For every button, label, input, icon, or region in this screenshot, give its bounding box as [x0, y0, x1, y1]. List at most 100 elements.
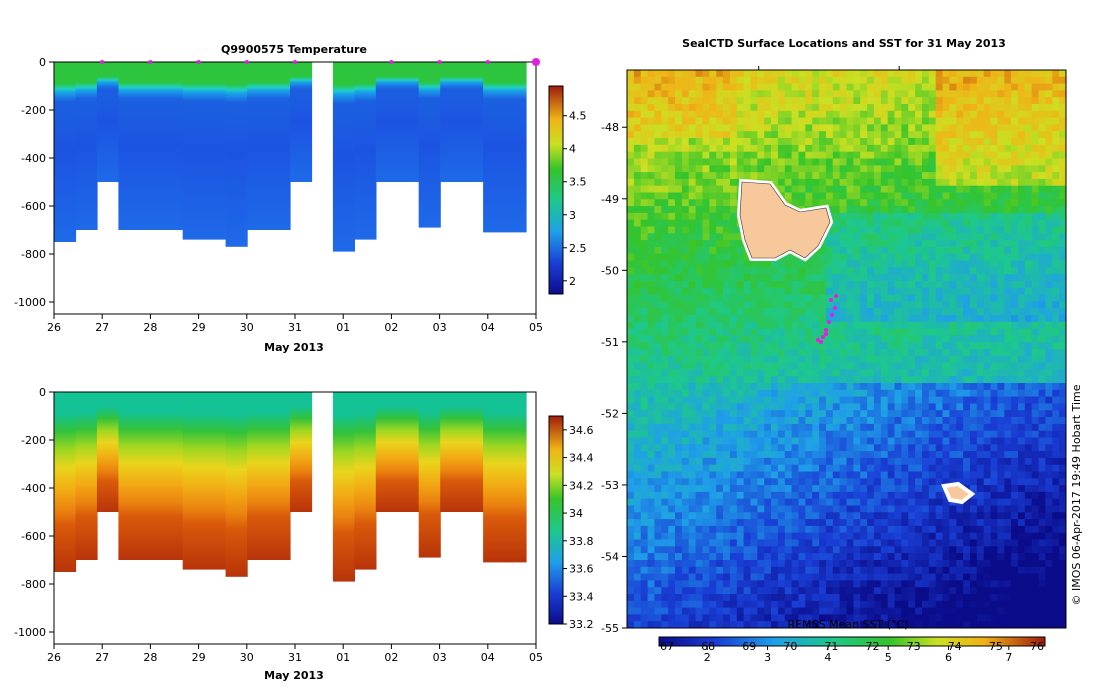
sst-cell: [1011, 185, 1019, 193]
sst-cell: [1024, 539, 1033, 547]
sst-cell: [976, 240, 985, 248]
sst-cell: [894, 362, 902, 370]
sst-cell: [702, 573, 710, 581]
sst-cell: [1011, 369, 1019, 377]
sst-cell: [839, 192, 847, 200]
sst-cell: [1004, 287, 1012, 296]
sst-cell: [935, 294, 944, 302]
sst-cell: [668, 491, 676, 500]
sst-cell: [812, 355, 820, 364]
sst-cell: [805, 403, 813, 411]
sst-cell: [647, 349, 655, 357]
sst-cell: [654, 498, 662, 506]
sst-cell: [757, 76, 765, 85]
sst-cell: [887, 464, 896, 472]
sst-cell: [681, 70, 690, 78]
sst-cell: [976, 287, 985, 296]
sst-cell: [647, 253, 655, 261]
sst-cell: [675, 301, 683, 309]
sst-cell: [647, 192, 655, 200]
sst-cell: [1011, 417, 1019, 425]
sst-cell: [894, 233, 902, 241]
cast-marker: [100, 60, 105, 64]
sst-cell: [1052, 267, 1060, 275]
sst-cell: [928, 138, 937, 146]
sst-cell: [1011, 457, 1019, 466]
sst-cell: [633, 512, 642, 520]
sst-cell: [764, 553, 772, 561]
sst-cell: [1011, 226, 1019, 234]
sst-cell: [812, 151, 820, 159]
sst-cell: [819, 444, 827, 452]
sst-cell: [887, 362, 896, 370]
sst-cell: [901, 383, 909, 391]
sst-cell: [880, 376, 889, 384]
sst-cell: [894, 580, 902, 588]
sst-cell: [1059, 485, 1067, 493]
sst-cell: [702, 566, 710, 575]
sst-cell: [880, 124, 889, 132]
sst-cell: [633, 580, 642, 588]
sst-cell: [922, 512, 930, 520]
sst-cell: [716, 294, 724, 302]
sst-cell: [997, 471, 1005, 479]
sst-cell: [771, 315, 779, 323]
sst-cell: [894, 505, 902, 513]
sst-cell: [1052, 471, 1060, 479]
sst-cell: [935, 491, 944, 500]
sst-cell: [853, 70, 861, 78]
sst-cell: [901, 76, 909, 85]
sst-cell: [647, 355, 655, 364]
colorbar-tick-label: 3.5: [569, 176, 587, 189]
sst-cell: [825, 478, 834, 486]
sst-cell: [908, 580, 916, 588]
sst-cell: [647, 240, 655, 248]
sst-cell: [997, 403, 1005, 411]
sst-cell: [894, 260, 902, 268]
sst-cell: [990, 383, 998, 391]
sst-cell: [1052, 287, 1060, 296]
sst-cell: [853, 498, 861, 506]
sst-cell: [633, 328, 642, 336]
sst-cell: [1052, 206, 1060, 214]
sst-cell: [894, 70, 902, 78]
sst-cell: [723, 246, 731, 255]
sst-cell: [942, 240, 950, 248]
sst-cell: [839, 301, 847, 309]
sst-cell: [633, 566, 642, 575]
sst-cell: [942, 532, 950, 540]
sst-cell: [661, 240, 669, 248]
sst-cell: [970, 532, 978, 540]
sst-cell: [887, 580, 896, 588]
sst-cell: [846, 219, 854, 227]
sst-cell: [846, 90, 854, 98]
sst-cell: [976, 505, 985, 513]
sst-cell: [873, 478, 882, 486]
sst-cell: [668, 226, 676, 234]
sst-cell: [736, 315, 745, 323]
sst-cell: [976, 260, 985, 268]
sst-cell: [805, 287, 813, 296]
sst-cell: [867, 519, 875, 527]
sst-cell: [963, 233, 971, 241]
sst-cell: [860, 233, 868, 241]
sst-cell: [668, 389, 676, 398]
sst-cell: [736, 151, 745, 159]
sst-cell: [942, 403, 950, 411]
sst-cell: [990, 396, 998, 404]
sst-cell: [894, 308, 902, 316]
sst-cell: [1018, 396, 1026, 404]
sst-cell: [935, 240, 944, 248]
profile-column: [139, 62, 162, 230]
sst-cell: [640, 525, 649, 534]
sst-cell: [839, 185, 847, 193]
sst-cell: [949, 430, 957, 438]
sst-cell: [688, 110, 697, 119]
sst-cell: [1024, 90, 1033, 98]
sst-cell: [832, 383, 841, 391]
sst-cell: [990, 444, 998, 452]
sst-cell: [1059, 178, 1067, 187]
sst-cell: [853, 308, 861, 316]
sst-cell: [901, 328, 909, 336]
sst-cell: [784, 165, 793, 173]
